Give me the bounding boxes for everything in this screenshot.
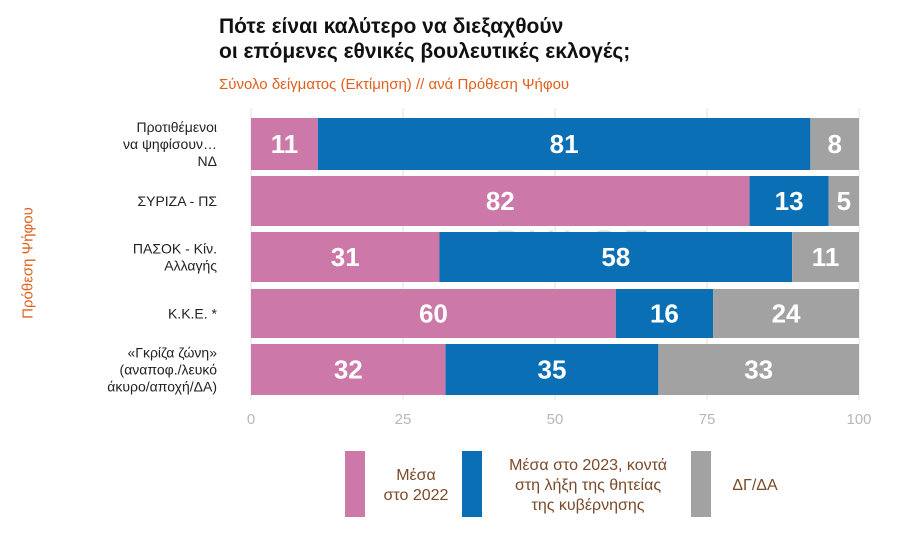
bar-segment [810,118,859,170]
category-label: Προτιθέμενοι [136,119,217,135]
data-label: 11 [812,242,840,272]
bar-segment [439,232,793,282]
bar-segment [828,176,859,226]
legend-label: της κυβέρνησης [532,497,645,514]
legend-label: Μέσα [396,467,436,484]
category-label: Κ.Κ.Ε. * [168,306,218,322]
chart-subtitle: Σύνολο δείγματος (Εκτίμηση) // ανά Πρόθε… [219,76,570,93]
data-label: 32 [334,355,363,385]
legend-label: Μέσα στο 2023, κοντά [509,457,667,474]
bar-segment [251,118,318,170]
legend-swatch [345,451,365,517]
category-label: «Γκρίζα ζώνη» [127,345,217,361]
data-label: 82 [486,186,515,216]
bar-segment [251,344,446,395]
x-tick-label: 75 [699,411,716,428]
data-label: 8 [827,129,841,159]
data-label: 58 [601,242,630,272]
category-label: άκυρο/αποχή/ΔΑ) [107,379,217,395]
bar-segment [749,176,829,226]
bar-segment [251,289,616,338]
bar-segment [658,344,859,395]
category-label: (αναποφ./λευκό [120,362,218,378]
data-label: 35 [537,355,566,385]
legend-swatch [462,451,482,517]
category-label: ΠΑΣΟΚ - Κίν. [133,241,217,257]
bar-segment [713,289,859,338]
data-label: 24 [772,299,801,329]
category-label: ΝΔ [198,153,217,169]
title-line-1: Πότε είναι καλύτερο να διεξαχθούν [219,15,564,38]
data-label: 31 [331,242,360,272]
data-label: 33 [744,355,773,385]
bar-segment [792,232,859,282]
x-tick-label: 100 [846,411,871,428]
bar-segment [317,118,811,170]
x-tick-label: 50 [547,411,564,428]
category-label: να ψηφίσουν… [123,136,217,152]
bar-segment [251,176,750,226]
category-label: Αλλαγής [164,258,217,274]
legend-label: ΔΓ/ΔΑ [732,477,778,494]
data-label: 13 [775,186,804,216]
data-label: 11 [271,129,299,159]
data-label: 16 [650,299,679,329]
bar-segment [445,344,659,395]
legend-swatch [691,451,711,517]
title-line-2: οι επόμενες εθνικές βουλευτικές εκλογές; [219,40,631,63]
data-label: 60 [419,299,448,329]
data-label: 5 [837,186,851,216]
legend-label: στη λήξη της θητείας [515,477,661,494]
x-tick-label: 0 [247,411,255,428]
legend-label: στο 2022 [384,487,449,504]
x-tick-label: 25 [395,411,412,428]
category-label: ΣΥΡΙΖΑ - ΠΣ [137,193,217,209]
bar-segment [615,289,714,338]
data-label: 81 [550,129,579,159]
chart-title: Πότε είναι καλύτερο να διεξαχθούν οι επό… [219,14,630,64]
bar-segment [251,232,440,282]
